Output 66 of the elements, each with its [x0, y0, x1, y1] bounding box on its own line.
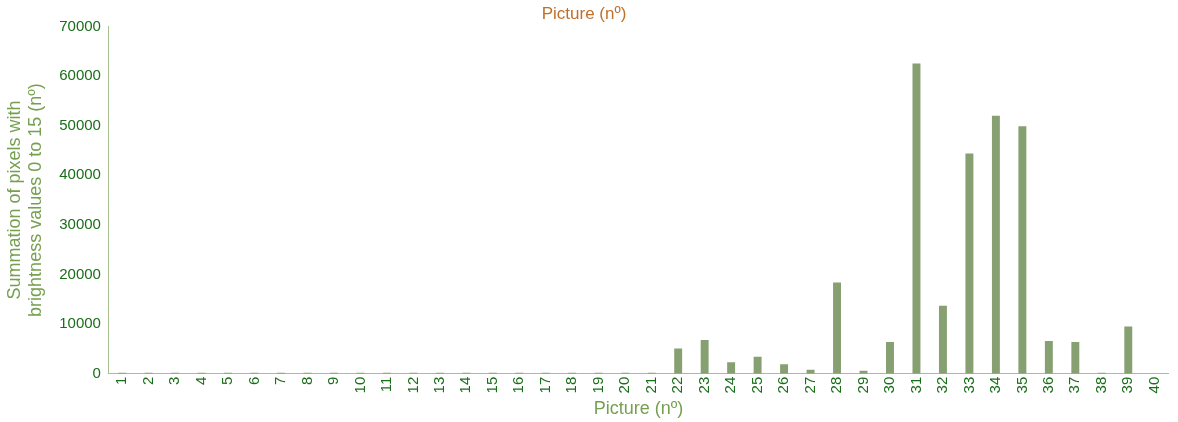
y-tick-label: 70000 — [59, 16, 101, 34]
x-tick-label: 13 — [430, 376, 448, 394]
bar — [674, 348, 683, 374]
x-tick-label: 21 — [641, 376, 659, 394]
x-tick-label: 33 — [959, 376, 977, 394]
x-tick-label: 22 — [668, 376, 686, 394]
x-tick-label: 9 — [324, 376, 342, 386]
bar — [1018, 126, 1027, 374]
x-tick-label: 3 — [165, 376, 183, 386]
x-tick-label: 14 — [456, 376, 474, 394]
y-axis-title: Summation of pixels with brightness values 0 to 15 (nº) — [3, 83, 46, 317]
y-tick-label: 20000 — [59, 264, 101, 282]
x-tick-label: 23 — [694, 376, 712, 394]
bar — [991, 115, 1000, 374]
y-tick-label: 50000 — [59, 115, 101, 133]
x-tick-label: 1 — [112, 376, 130, 386]
x-tick-label: 5 — [218, 376, 236, 386]
x-tick-label: 39 — [1118, 376, 1136, 394]
x-tick-label: 6 — [244, 376, 262, 386]
bar — [727, 362, 736, 374]
bar — [912, 63, 921, 374]
x-tick-label: 26 — [774, 376, 792, 394]
x-tick-label: 20 — [615, 376, 633, 394]
y-tick-label: 0 — [92, 363, 101, 381]
bar — [886, 341, 894, 374]
bar — [780, 364, 789, 374]
x-tick-label: 28 — [827, 376, 845, 394]
x-tick-label: 15 — [482, 376, 500, 394]
bar — [1124, 326, 1133, 374]
x-tick-label: 32 — [933, 376, 951, 394]
x-tick-label: 24 — [721, 376, 739, 394]
y-tick-label: 30000 — [59, 215, 101, 233]
x-tick-label: 12 — [403, 376, 421, 394]
bar — [833, 282, 842, 374]
x-tick-label: 30 — [880, 376, 898, 394]
x-tick-label: 16 — [509, 376, 527, 394]
x-tick-label: 4 — [191, 376, 209, 386]
x-tick-label: 2 — [138, 376, 156, 386]
x-tick-label: 8 — [297, 376, 315, 386]
x-tick-label: 40 — [1144, 376, 1162, 394]
x-tick-label: 38 — [1091, 376, 1109, 394]
x-tick-label: 10 — [350, 376, 368, 394]
x-tick-label: 27 — [800, 376, 818, 394]
x-tick-label: 17 — [535, 376, 553, 394]
x-tick-label: 36 — [1038, 376, 1056, 394]
bar — [700, 339, 709, 374]
x-tick-label: 31 — [906, 376, 924, 394]
x-tick-label: 7 — [271, 376, 289, 386]
bar — [965, 153, 974, 374]
bar — [753, 356, 762, 374]
bar — [938, 305, 947, 374]
x-tick-label: 37 — [1065, 376, 1083, 394]
x-tick-label: 19 — [588, 376, 606, 394]
x-axis-title: Picture (nº) — [593, 398, 684, 419]
x-tick-label: 11 — [377, 376, 395, 393]
x-tick-label: 35 — [1012, 376, 1030, 394]
y-tick-label: 40000 — [59, 165, 101, 183]
y-tick-label: 10000 — [59, 314, 101, 332]
chart-title: Picture (nº) — [541, 3, 627, 23]
x-tick-label: 25 — [747, 376, 765, 394]
bar — [1044, 340, 1053, 374]
x-tick-label: 29 — [853, 376, 871, 394]
x-tick-label: 18 — [562, 376, 580, 394]
bar — [1071, 341, 1080, 374]
y-tick-label: 60000 — [59, 66, 101, 84]
x-tick-label: 34 — [986, 376, 1004, 394]
